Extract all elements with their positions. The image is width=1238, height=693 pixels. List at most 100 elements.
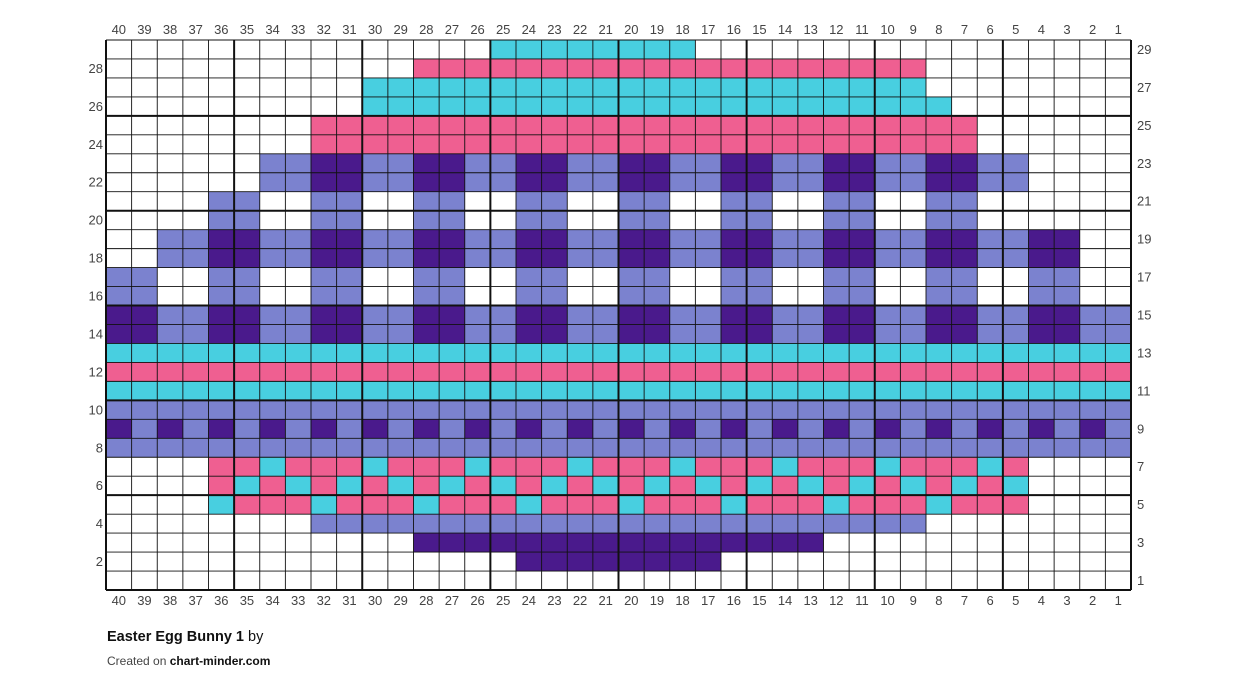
- chart-cell: [208, 552, 235, 572]
- chart-cell: [516, 286, 542, 306]
- chart-cell: [951, 457, 978, 477]
- credit-line: Created on chart-minder.com: [107, 654, 270, 668]
- chart-cell: [157, 400, 184, 420]
- chart-cell: [644, 362, 671, 382]
- chart-cell: [1054, 533, 1081, 553]
- chart-cell: [1105, 77, 1132, 98]
- chart-cell: [797, 267, 824, 287]
- column-label-top: 15: [752, 22, 766, 37]
- chart-cell: [746, 438, 773, 458]
- chart-cell: [1105, 115, 1132, 136]
- chart-cell: [387, 552, 414, 572]
- chart-cell: [951, 324, 978, 344]
- chart-cell: [541, 248, 568, 268]
- chart-cell: [439, 58, 466, 79]
- chart-cell: [234, 191, 261, 211]
- chart-cell: [797, 210, 824, 230]
- chart-cell: [900, 267, 927, 287]
- chart-cell: [1079, 457, 1106, 477]
- site-link[interactable]: chart-minder.com: [169, 654, 271, 668]
- chart-cell: [874, 495, 901, 515]
- chart-cell: [797, 552, 824, 572]
- chart-cell: [951, 362, 978, 382]
- column-label-bottom: 23: [547, 593, 561, 608]
- chart-cell: [362, 362, 389, 382]
- chart-cell: [285, 115, 312, 136]
- chart-cell: [1002, 115, 1029, 136]
- chart-cell: [849, 400, 876, 420]
- chart-cell: [157, 476, 184, 496]
- column-label-bottom: 20: [624, 593, 638, 608]
- chart-cell: [131, 381, 158, 401]
- chart-cell: [157, 58, 184, 79]
- chart-cell: [567, 191, 594, 211]
- chart-cell: [951, 134, 978, 155]
- chart-cell: [106, 533, 132, 553]
- chart-cell: [797, 343, 824, 363]
- chart-cell: [1002, 476, 1029, 496]
- chart-cell: [106, 172, 132, 193]
- chart-cell: [362, 305, 389, 325]
- chart-cell: [234, 229, 261, 249]
- chart-cell: [823, 571, 850, 591]
- chart-cell: [926, 191, 952, 211]
- chart-cell: [336, 267, 363, 287]
- chart-cell: [746, 571, 773, 591]
- chart-cell: [208, 286, 235, 306]
- chart-cell: [644, 248, 671, 268]
- chart-cell: [669, 343, 696, 363]
- chart-cell: [1079, 115, 1106, 136]
- chart-cell: [669, 40, 696, 60]
- chart-cell: [618, 362, 645, 382]
- chart-cell: [644, 533, 671, 553]
- chart-cell: [234, 571, 261, 591]
- chart-cell: [464, 58, 491, 79]
- chart-cell: [746, 514, 773, 534]
- row-label-right: 7: [1137, 459, 1144, 474]
- chart-cell: [234, 419, 261, 439]
- chart-cell: [490, 552, 517, 572]
- chart-cell: [926, 305, 952, 325]
- chart-cell: [721, 210, 747, 230]
- chart-cell: [977, 400, 1004, 420]
- chart-cell: [721, 457, 747, 477]
- chart-cell: [900, 438, 927, 458]
- chart-cell: [1079, 305, 1106, 325]
- chart-cell: [362, 210, 389, 230]
- chart-cell: [157, 191, 184, 211]
- chart-cell: [182, 286, 209, 306]
- chart-cell: [336, 96, 363, 117]
- chart-cell: [746, 115, 773, 136]
- chart-cell: [695, 495, 722, 515]
- chart-cell: [1079, 362, 1106, 382]
- chart-cell: [669, 153, 696, 174]
- chart-cell: [977, 267, 1004, 287]
- chart-cell: [259, 362, 286, 382]
- chart-cell: [977, 77, 1004, 98]
- chart-cell: [464, 115, 491, 136]
- column-label-top: 30: [368, 22, 382, 37]
- chart-cell: [131, 286, 158, 306]
- chart-cell: [131, 77, 158, 98]
- chart-cell: [259, 248, 286, 268]
- chart-cell: [567, 305, 594, 325]
- chart-cell: [516, 229, 542, 249]
- chart-cell: [977, 438, 1004, 458]
- chart-cell: [362, 229, 389, 249]
- chart-cell: [259, 267, 286, 287]
- chart-cell: [900, 229, 927, 249]
- chart-cell: [874, 476, 901, 496]
- chart-cell: [823, 134, 850, 155]
- chart-cell: [336, 419, 363, 439]
- chart-cell: [490, 172, 517, 193]
- chart-cell: [823, 419, 850, 439]
- chart-cell: [311, 58, 337, 79]
- chart-cell: [208, 115, 235, 136]
- chart-cell: [182, 533, 209, 553]
- chart-cell: [849, 286, 876, 306]
- chart-cell: [439, 267, 466, 287]
- chart-cell: [336, 343, 363, 363]
- column-label-top: 3: [1063, 22, 1070, 37]
- chart-cell: [439, 495, 466, 515]
- chart-cell: [234, 267, 261, 287]
